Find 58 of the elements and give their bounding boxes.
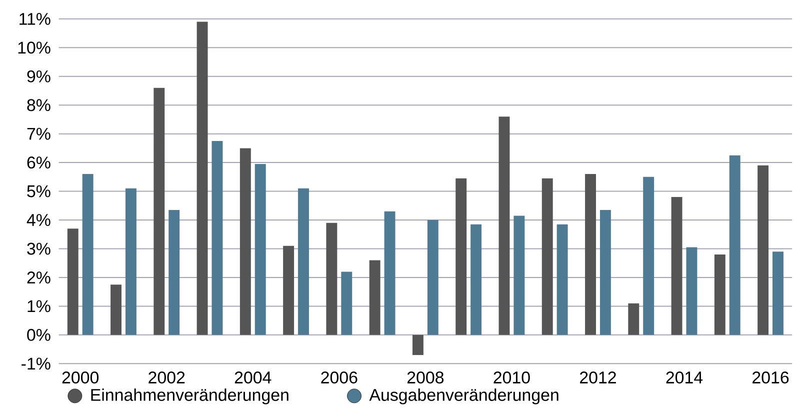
bar (412, 334, 424, 355)
bar (514, 215, 525, 335)
bar (585, 174, 596, 335)
y-tick-label: 9% (27, 70, 50, 82)
bar (125, 188, 136, 335)
bar (341, 272, 352, 335)
x-tick-label: 2002 (148, 371, 185, 384)
bar (384, 211, 396, 335)
bar (254, 164, 266, 335)
bar (470, 224, 482, 335)
x-tick-label: 2004 (234, 371, 272, 384)
y-tick-label: 2% (27, 271, 50, 284)
y-tick-label: 0% (27, 328, 50, 341)
y-tick-label: 8% (27, 98, 50, 111)
bar (369, 260, 380, 335)
bar (196, 22, 208, 335)
x-tick-label: 2008 (407, 371, 444, 384)
y-tick-label: 6% (27, 156, 50, 168)
x-tick-label: 2016 (752, 371, 789, 384)
bar (326, 222, 338, 335)
y-tick-label: 11% (20, 12, 50, 25)
x-tick-label: 2006 (321, 371, 358, 384)
y-tick-label: 7% (27, 128, 50, 140)
bar (67, 228, 78, 335)
x-tick-label: 2014 (666, 371, 703, 384)
x-tick-label: 2012 (580, 371, 616, 384)
bar (427, 220, 438, 335)
bar (212, 140, 223, 335)
bar (714, 254, 726, 335)
bar (283, 246, 294, 335)
bar (729, 155, 740, 335)
bar (600, 210, 611, 335)
legend-label: Ausgabenveränderungen (369, 388, 558, 404)
y-tick-label: 10% (18, 41, 50, 54)
bar (556, 224, 568, 335)
bar (686, 247, 698, 335)
bar (82, 174, 94, 335)
bar (772, 251, 784, 335)
bar (498, 116, 510, 335)
bar (542, 178, 553, 335)
y-tick-label: 5% (27, 185, 50, 198)
y-tick-label: 4% (26, 214, 50, 226)
y-tick-label: 1% (28, 300, 50, 312)
bar (456, 178, 467, 335)
y-tick-label: 3% (27, 242, 50, 255)
bar (168, 210, 180, 335)
bar (110, 284, 122, 335)
bar (154, 88, 165, 335)
bar (758, 165, 769, 335)
x-tick-label: 2000 (62, 371, 99, 384)
bar (671, 196, 682, 335)
y-tick-label: -1% (22, 358, 50, 370)
bar (240, 148, 251, 335)
x-tick-label: 2010 (494, 371, 530, 384)
legend-label: Einnahmenveränderungen (91, 388, 288, 404)
bar (628, 303, 640, 335)
bar (643, 176, 654, 335)
bar (298, 188, 309, 335)
